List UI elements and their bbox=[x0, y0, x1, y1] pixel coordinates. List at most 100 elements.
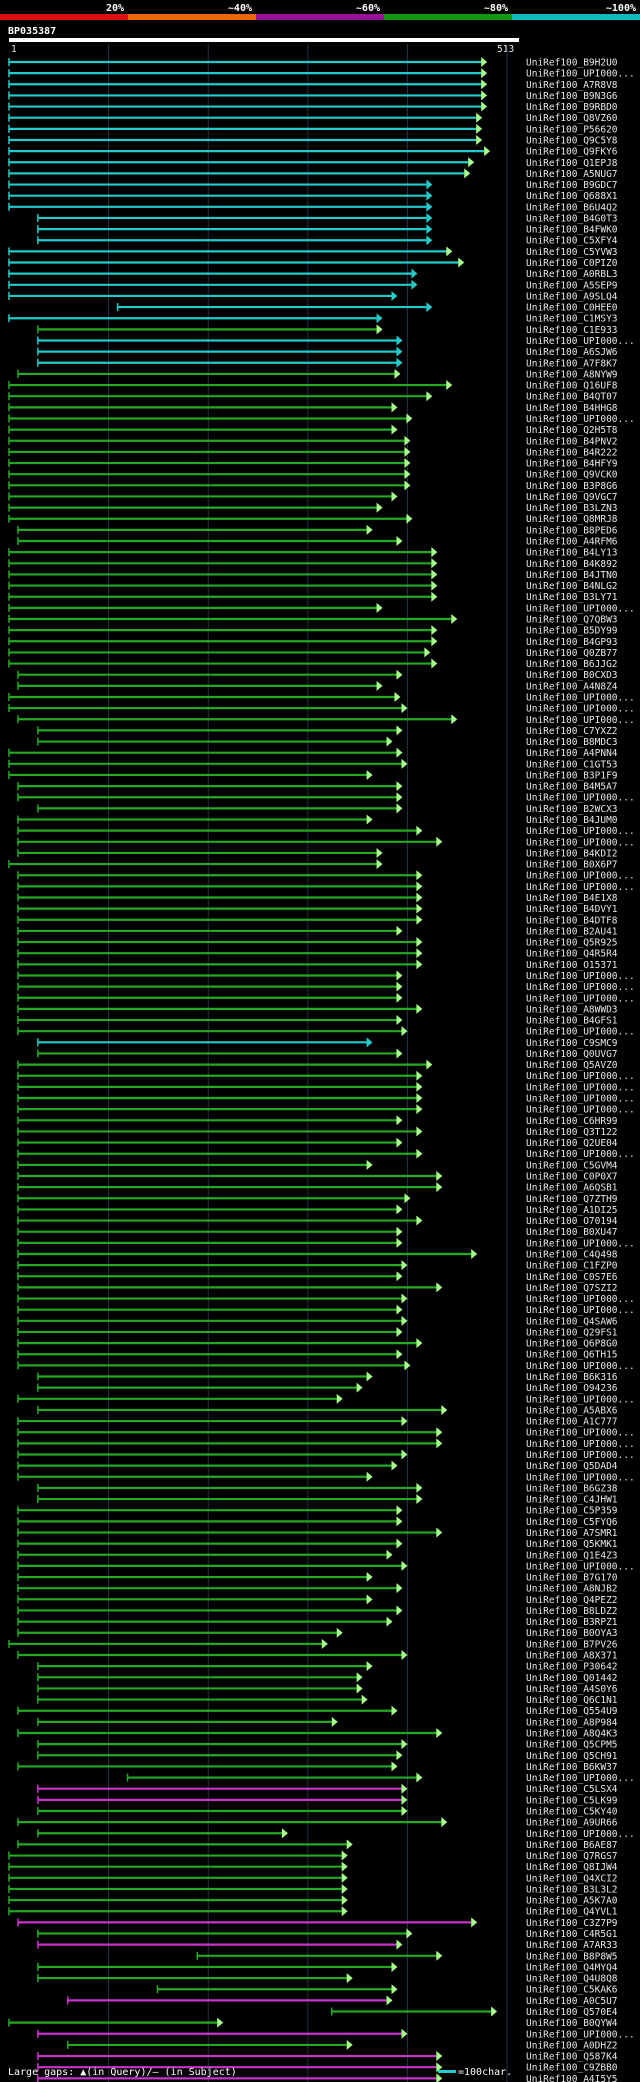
hit-row[interactable]: UniRef100_A8NJB2 bbox=[17, 1583, 618, 1595]
hit-row[interactable]: UniRef100_C5KY40 bbox=[37, 1805, 618, 1818]
hit-label[interactable]: UniRef100_C1FZP0 bbox=[526, 1261, 618, 1272]
hit-row[interactable]: UniRef100_B0QYW4 bbox=[8, 2017, 618, 2030]
hit-label[interactable]: UniRef100_A7F8K7 bbox=[526, 358, 618, 369]
hit-label[interactable]: UniRef100_A0C5U7 bbox=[526, 1996, 618, 2007]
hit-label[interactable]: UniRef100_C5FYQ6 bbox=[526, 1517, 618, 1528]
hit-row[interactable]: UniRef100_A4I5Y5 bbox=[37, 2073, 618, 2082]
hit-label[interactable]: UniRef100_A0DHZ2 bbox=[526, 2040, 618, 2051]
hit-label[interactable]: UniRef100_UPI000... bbox=[526, 1361, 635, 1372]
hit-row[interactable]: UniRef100_B6K316 bbox=[37, 1371, 618, 1384]
hit-row[interactable]: UniRef100_Q9C5Y8 bbox=[8, 134, 618, 147]
hit-row[interactable]: UniRef100_B4PNV2 bbox=[8, 435, 618, 448]
hit-label[interactable]: UniRef100_Q4U8Q8 bbox=[526, 1974, 618, 1985]
hit-row[interactable]: UniRef100_C1GT53 bbox=[8, 758, 618, 771]
hit-row[interactable]: UniRef100_O94236 bbox=[37, 1382, 618, 1395]
hit-label[interactable]: UniRef100_UPI000... bbox=[526, 1428, 635, 1439]
hit-label[interactable]: UniRef100_A9UR66 bbox=[526, 1818, 618, 1829]
hit-label[interactable]: UniRef100_B9RBD0 bbox=[526, 102, 618, 113]
hit-row[interactable]: UniRef100_B0OYA3 bbox=[17, 1627, 618, 1640]
hit-row[interactable]: UniRef100_C4JHW1 bbox=[37, 1494, 618, 1506]
hit-label[interactable]: UniRef100_C9ZBB0 bbox=[526, 2063, 618, 2074]
hit-label[interactable]: UniRef100_C0HEE0 bbox=[526, 303, 618, 314]
hit-row[interactable]: UniRef100_UPI000... bbox=[17, 1237, 635, 1250]
hit-label[interactable]: UniRef100_B4E1X8 bbox=[526, 893, 618, 904]
hit-label[interactable]: UniRef100_B0OYA3 bbox=[526, 1628, 618, 1639]
hit-label[interactable]: UniRef100_B0CXD3 bbox=[526, 670, 618, 681]
hit-row[interactable]: UniRef100_A5ABX6 bbox=[37, 1404, 618, 1417]
hit-row[interactable]: UniRef100_Q7ZTH9 bbox=[17, 1193, 618, 1205]
hit-row[interactable]: UniRef100_Q6P8G0 bbox=[17, 1338, 618, 1350]
hit-label[interactable]: UniRef100_C7YXZ2 bbox=[526, 726, 618, 737]
hit-row[interactable]: UniRef100_A1C777 bbox=[17, 1416, 618, 1428]
hit-label[interactable]: UniRef100_B3LZN3 bbox=[526, 503, 618, 514]
hit-label[interactable]: UniRef100_A1C777 bbox=[526, 1417, 618, 1428]
hit-label[interactable]: UniRef100_B4G0T3 bbox=[526, 213, 618, 224]
hit-label[interactable]: UniRef100_C0PIZ0 bbox=[526, 258, 618, 269]
hit-label[interactable]: UniRef100_C9SMC9 bbox=[526, 1038, 618, 1049]
hit-row[interactable]: UniRef100_C1E933 bbox=[37, 324, 618, 336]
hit-label[interactable]: UniRef100_B4HHG8 bbox=[526, 403, 618, 414]
hit-label[interactable]: UniRef100_A8WWD3 bbox=[526, 1004, 618, 1015]
hit-label[interactable]: UniRef100_UPI000... bbox=[526, 1027, 635, 1038]
hit-label[interactable]: UniRef100_Q4R5R4 bbox=[526, 949, 618, 960]
hit-row[interactable]: UniRef100_B3RPZ1 bbox=[17, 1616, 618, 1629]
hit-label[interactable]: UniRef100_Q2UE04 bbox=[526, 1138, 618, 1149]
hit-row[interactable]: UniRef100_B4NLG2 bbox=[8, 580, 618, 593]
hit-label[interactable]: UniRef100_Q1E4Z3 bbox=[526, 1550, 618, 1561]
hit-row[interactable]: UniRef100_UPI000... bbox=[17, 1093, 635, 1105]
hit-row[interactable]: UniRef100_A4RFM6 bbox=[17, 536, 618, 548]
hit-row[interactable]: UniRef100_UPI000... bbox=[17, 792, 635, 804]
hit-row[interactable]: UniRef100_C5FYQ6 bbox=[17, 1516, 618, 1528]
hit-label[interactable]: UniRef100_A8NJB2 bbox=[526, 1584, 618, 1595]
hit-row[interactable]: UniRef100_Q7SZI2 bbox=[17, 1282, 618, 1294]
hit-row[interactable]: UniRef100_A0RBL3 bbox=[8, 268, 618, 281]
hit-row[interactable]: UniRef100_UPI000... bbox=[17, 1070, 635, 1083]
hit-row[interactable]: UniRef100_A4S0Y6 bbox=[37, 1683, 618, 1695]
hit-row[interactable]: UniRef100_C5LSX4 bbox=[37, 1783, 618, 1796]
hit-label[interactable]: UniRef100_C5GVM4 bbox=[526, 1160, 618, 1171]
hit-row[interactable]: UniRef100_A8X371 bbox=[17, 1650, 618, 1662]
hit-label[interactable]: UniRef100_P56620 bbox=[526, 124, 618, 135]
hit-row[interactable]: UniRef100_B4K892 bbox=[8, 558, 618, 570]
hit-row[interactable]: UniRef100_UPI000... bbox=[37, 2028, 635, 2041]
hit-label[interactable]: UniRef100_A7AR33 bbox=[526, 1940, 618, 1951]
hit-label[interactable]: UniRef100_Q5KMK1 bbox=[526, 1539, 618, 1550]
hit-row[interactable]: UniRef100_Q4MYQ4 bbox=[37, 1961, 618, 1974]
hit-row[interactable]: UniRef100_B3P8G6 bbox=[8, 480, 618, 492]
hit-label[interactable]: UniRef100_B6U4Q2 bbox=[526, 202, 618, 213]
hit-label[interactable]: UniRef100_P30642 bbox=[526, 1662, 618, 1673]
hit-row[interactable]: UniRef100_C5XFY4 bbox=[37, 235, 618, 247]
hit-row[interactable]: UniRef100_UPI000... bbox=[8, 68, 635, 80]
hit-label[interactable]: UniRef100_UPI000... bbox=[526, 793, 635, 804]
hit-row[interactable]: UniRef100_B3LZN3 bbox=[8, 502, 618, 514]
hit-row[interactable]: UniRef100_UPI000... bbox=[37, 335, 635, 348]
hit-label[interactable]: UniRef100_C4JHW1 bbox=[526, 1495, 618, 1506]
hit-row[interactable]: UniRef100_Q6C1N1 bbox=[37, 1694, 618, 1707]
hit-label[interactable]: UniRef100_UPI000... bbox=[526, 704, 635, 715]
hit-label[interactable]: UniRef100_B4GP93 bbox=[526, 637, 618, 648]
hit-label[interactable]: UniRef100_B8P8W5 bbox=[526, 1951, 618, 1962]
hit-label[interactable]: UniRef100_A6SJW6 bbox=[526, 347, 618, 358]
hit-label[interactable]: UniRef100_B4DVY1 bbox=[526, 904, 618, 915]
hit-label[interactable]: UniRef100_A9SLQ4 bbox=[526, 291, 618, 302]
hit-label[interactable]: UniRef100_O70194 bbox=[526, 1216, 618, 1227]
hit-label[interactable]: UniRef100_UPI000... bbox=[526, 69, 635, 80]
hit-row[interactable]: UniRef100_C6HR99 bbox=[17, 1115, 618, 1127]
hit-row[interactable]: UniRef100_UPI000... bbox=[17, 870, 635, 882]
hit-label[interactable]: UniRef100_A5NUG7 bbox=[526, 169, 618, 180]
hit-label[interactable]: UniRef100_B3RPZ1 bbox=[526, 1617, 618, 1628]
hit-row[interactable]: UniRef100_B4E1X8 bbox=[17, 892, 618, 905]
hit-label[interactable]: UniRef100_UPI000... bbox=[526, 1238, 635, 1249]
hit-row[interactable]: UniRef100_UPI000... bbox=[8, 413, 635, 425]
hit-label[interactable]: UniRef100_B8LDZ2 bbox=[526, 1606, 618, 1617]
hit-row[interactable]: UniRef100_Q9VCK0 bbox=[8, 469, 618, 481]
hit-row[interactable]: UniRef100_B9N3G6 bbox=[8, 90, 618, 102]
hit-label[interactable]: UniRef100_Q7ZTH9 bbox=[526, 1194, 618, 1205]
hit-label[interactable]: UniRef100_Q5R925 bbox=[526, 938, 618, 949]
hit-label[interactable]: UniRef100_B4GFS1 bbox=[526, 1016, 618, 1027]
hit-label[interactable]: UniRef100_B6AE87 bbox=[526, 1840, 618, 1851]
hit-row[interactable]: UniRef100_B3L3L2 bbox=[8, 1883, 618, 1896]
hit-label[interactable]: UniRef100_Q4SAW6 bbox=[526, 1316, 618, 1327]
hit-label[interactable]: UniRef100_B4M5A7 bbox=[526, 782, 618, 793]
hit-row[interactable]: UniRef100_B8PED6 bbox=[17, 524, 618, 537]
